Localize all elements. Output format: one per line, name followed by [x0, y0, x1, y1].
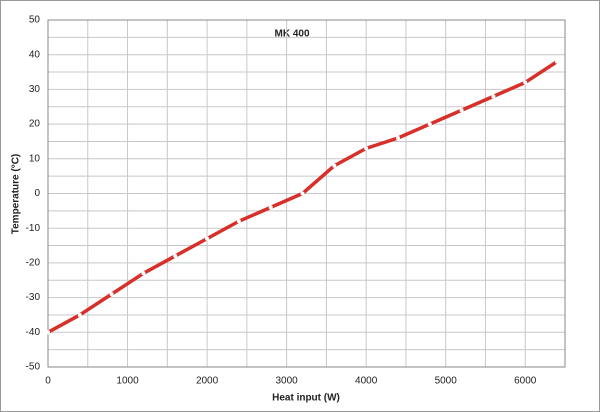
data-point [173, 253, 178, 258]
data-point [395, 135, 400, 140]
y-tick-label: -30 [26, 292, 41, 303]
data-point [141, 271, 146, 276]
chart-title: MK 400 [274, 29, 309, 40]
data-point [77, 312, 82, 317]
plot-border [47, 19, 566, 368]
data-point [268, 205, 273, 210]
y-tick-label: 10 [29, 153, 41, 164]
x-tick-label: 5000 [435, 376, 458, 387]
y-axis-label: Temperature (°C) [11, 154, 22, 235]
data-point [109, 292, 114, 297]
data-point [46, 330, 50, 335]
x-tick-label: 2000 [196, 376, 219, 387]
y-tick-label: -50 [26, 362, 41, 373]
y-tick-label: 30 [29, 84, 41, 95]
y-tick-label: -20 [26, 258, 41, 269]
y-tick-label: 0 [34, 188, 40, 199]
data-point [332, 163, 337, 168]
x-tick-label: 3000 [275, 376, 298, 387]
x-axis-label: Heat input (W) [272, 393, 340, 404]
y-tick-label: 20 [29, 119, 41, 130]
data-point [491, 94, 496, 99]
y-tick-label: 40 [29, 49, 41, 60]
data-point [555, 59, 560, 64]
data-point [459, 108, 464, 113]
data-point [523, 80, 528, 85]
data-point [427, 122, 432, 127]
y-tick-label: -40 [26, 327, 41, 338]
x-tick-label: 6000 [514, 376, 537, 387]
x-tick-label: 1000 [116, 376, 139, 387]
y-tick-label: 50 [29, 15, 41, 26]
x-tick-label: 4000 [355, 376, 378, 387]
data-point [236, 219, 241, 224]
data-point [364, 146, 369, 151]
data-point [300, 191, 305, 196]
data-point [205, 236, 210, 241]
x-tick-label: 0 [45, 376, 51, 387]
y-tick-label: -10 [26, 223, 41, 234]
